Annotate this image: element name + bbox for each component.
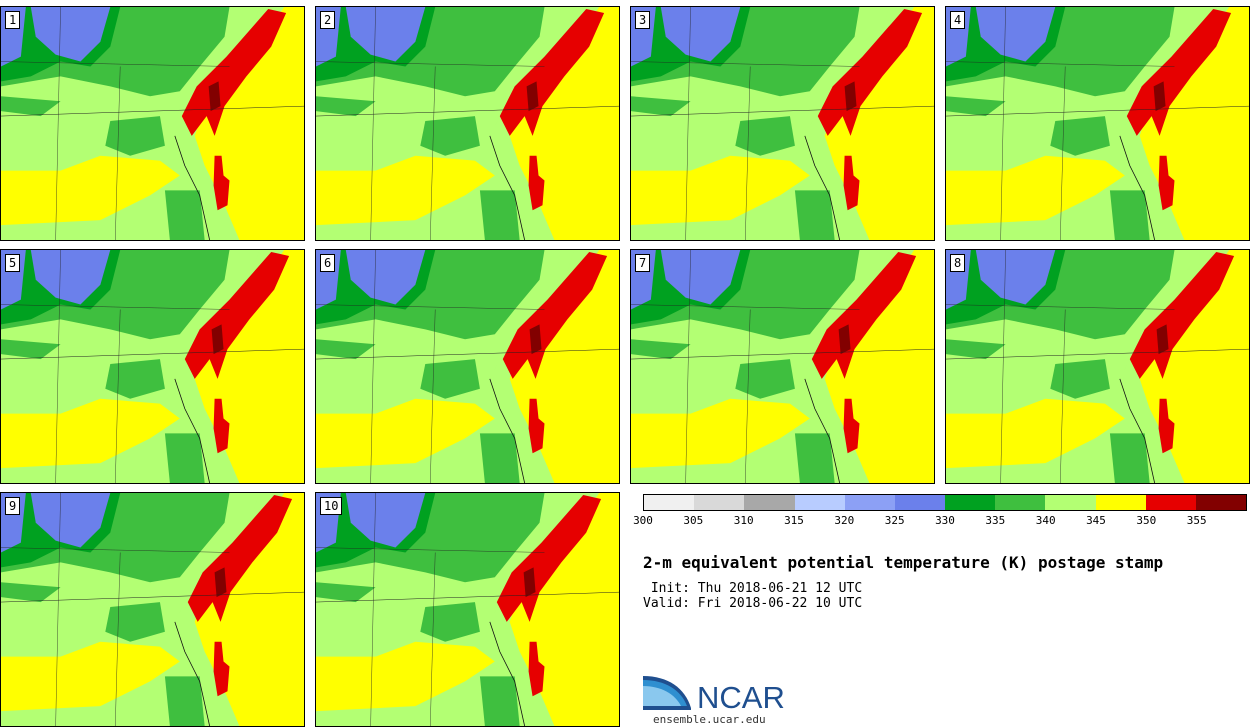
colorbar-segment: [1195, 495, 1247, 510]
member-number-label: 8: [950, 254, 966, 272]
figure-title: 2-m equivalent potential temperature (K)…: [643, 553, 1164, 572]
member-number-label: 5: [5, 254, 21, 272]
member-map-panel: 5: [0, 249, 305, 484]
colorbar-segment: [1145, 495, 1196, 510]
member-map: [631, 250, 934, 483]
colorbar-tick-label: 305: [683, 514, 704, 527]
ncar-logo-text: NCAR: [697, 680, 785, 714]
member-map-panel: 1: [0, 6, 305, 241]
colorbar-segment: [995, 495, 1046, 510]
valid-time: Valid: Fri 2018-06-22 10 UTC: [643, 596, 863, 611]
colorbar-segment: [1095, 495, 1146, 510]
member-map: [946, 250, 1249, 483]
member-map-panel: 8: [945, 249, 1250, 484]
member-map: [946, 7, 1249, 240]
member-number-label: 4: [950, 11, 966, 29]
member-map-panel: 6: [315, 249, 620, 484]
colorbar-tick-label: 340: [1035, 514, 1056, 527]
colorbar-tick-label: 325: [884, 514, 905, 527]
colorbar-tick-label: 355: [1186, 514, 1207, 527]
colorbar-tick-label: 335: [985, 514, 1006, 527]
colorbar-tick-label: 350: [1136, 514, 1157, 527]
member-map: [316, 493, 619, 726]
colorbar-tick-label: 320: [834, 514, 855, 527]
member-map: [316, 7, 619, 240]
colorbar-segment: [1045, 495, 1096, 510]
colorbar-tick-label: 310: [733, 514, 754, 527]
colorbar-segment: [744, 495, 795, 510]
colorbar-segment: [794, 495, 845, 510]
member-map-panel: 7: [630, 249, 935, 484]
member-number-label: 3: [635, 11, 651, 29]
colorbar-tick-label: 300: [633, 514, 653, 527]
logo-subtitle: ensemble.ucar.edu: [653, 713, 766, 726]
colorbar-segment: [694, 495, 745, 510]
ncar-logo: NCAR: [643, 676, 785, 714]
member-number-label: 7: [635, 254, 651, 272]
colorbar-segment: [644, 495, 695, 510]
member-map: [1, 7, 304, 240]
member-map: [1, 250, 304, 483]
member-map-panel: 9: [0, 492, 305, 727]
member-number-label: 6: [320, 254, 336, 272]
colorbar-tick-label: 345: [1086, 514, 1106, 527]
member-map-panel: 10: [315, 492, 620, 727]
member-number-label: 1: [5, 11, 21, 29]
member-number-label: 10: [320, 497, 343, 515]
member-number-label: 9: [5, 497, 21, 515]
member-map: [1, 493, 304, 726]
member-number-label: 2: [320, 11, 336, 29]
member-map-panel: 2: [315, 6, 620, 241]
colorbar-ticks: 300 305 310 315 320 325 330 335 340 345 350 355: [633, 514, 1247, 530]
colorbar: [643, 494, 1247, 511]
colorbar-segment: [894, 495, 946, 510]
colorbar-tick-label: 315: [784, 514, 804, 527]
init-time: Init: Thu 2018-06-21 12 UTC: [643, 581, 863, 596]
colorbar-segment: [844, 495, 895, 510]
colorbar-segment: [945, 495, 996, 510]
member-map-panel: 4: [945, 6, 1250, 241]
colorbar-tick-label: 330: [935, 514, 955, 527]
member-map-panel: 3: [630, 6, 935, 241]
member-map: [631, 7, 934, 240]
member-map: [316, 250, 619, 483]
